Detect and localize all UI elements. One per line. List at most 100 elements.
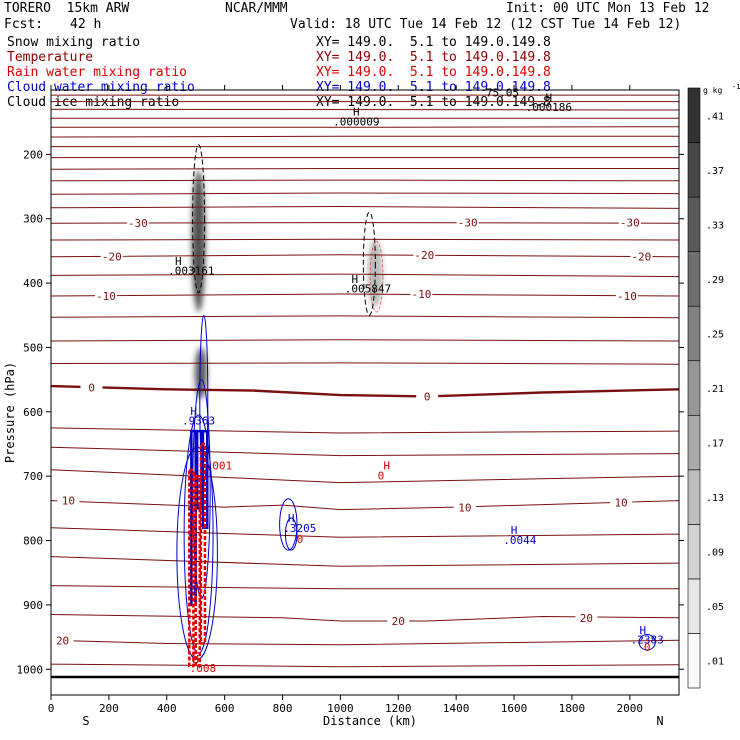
max-min-annotation: H bbox=[288, 512, 295, 525]
temperature-isotherm bbox=[51, 135, 679, 138]
temperature-isotherm bbox=[51, 427, 679, 434]
field-xy-rain: XY= 149.0. 5.1 to 149.0.149.8 bbox=[316, 65, 551, 80]
temperature-isotherm bbox=[51, 585, 679, 590]
x-tick-label: 600 bbox=[215, 702, 235, 715]
cloud-water-contour bbox=[284, 517, 298, 551]
colorbar-segment bbox=[687, 251, 701, 307]
y-tick-label: 700 bbox=[23, 470, 43, 483]
field-xy-cloud-ice: XY= 149.0. 5.1 to 149.0.149.8 bbox=[316, 95, 551, 110]
max-min-annotation: H bbox=[545, 92, 552, 105]
temperature-isotherm bbox=[51, 254, 679, 258]
cloud-water-layer bbox=[176, 314, 656, 661]
temperature-isotherm bbox=[51, 469, 679, 484]
y-tick-label: 500 bbox=[23, 341, 43, 354]
isotherm-label-bg bbox=[453, 501, 476, 514]
max-min-annotation: H bbox=[175, 255, 182, 268]
x-tick-label: 0 bbox=[48, 702, 55, 715]
isotherm-label-bg bbox=[618, 216, 641, 229]
temperature-isotherm bbox=[51, 179, 679, 182]
max-min-annotation: .000186 bbox=[526, 101, 572, 114]
field-name-cloud-water: Cloud water mixing ratio bbox=[7, 80, 195, 95]
temperature-isotherm bbox=[51, 362, 679, 365]
snow-contour bbox=[192, 144, 206, 294]
temperature-isotherm bbox=[51, 192, 679, 195]
field-name-snow: Snow mixing ratio bbox=[7, 35, 141, 50]
field-xy-cloud-water: XY= 149.0. 5.1 to 149.0.149.8 bbox=[316, 80, 551, 95]
isotherm-label: -10 bbox=[411, 288, 431, 301]
temperature-isotherm bbox=[51, 446, 679, 457]
field-name-rain: Rain water mixing ratio bbox=[7, 65, 188, 80]
x-tick-label: 800 bbox=[273, 702, 293, 715]
colorbar-tick-label: .37 bbox=[706, 166, 724, 177]
temperature-isotherm bbox=[51, 273, 679, 278]
rain-water-layer bbox=[188, 240, 384, 668]
y-axis-label: Pressure (hPa) bbox=[3, 362, 17, 463]
temperature-isotherm bbox=[51, 500, 679, 511]
max-min-annotation: 0 bbox=[378, 469, 385, 482]
max-min-annotation: .005847 bbox=[345, 283, 391, 296]
colorbar-segment bbox=[687, 414, 701, 471]
max-min-annotation: H bbox=[192, 653, 199, 666]
max-min-annotation: H bbox=[190, 405, 197, 418]
field-name-cloud-ice: Cloud ice mixing ratio bbox=[7, 95, 180, 110]
x-tick-label: 2000 bbox=[617, 702, 644, 715]
y-tick-label: 1000 bbox=[17, 663, 44, 676]
isotherm-label: 0 bbox=[88, 381, 95, 394]
temperature-isotherm bbox=[51, 126, 679, 128]
x-tick-label: 1800 bbox=[559, 702, 586, 715]
y-tick-label: 200 bbox=[23, 148, 43, 161]
isotherm-label-bg bbox=[387, 614, 410, 627]
isotherm-label-bg bbox=[80, 381, 103, 394]
x-tick-label: 1600 bbox=[501, 702, 528, 715]
temperature-isotherm bbox=[51, 384, 679, 398]
temperature-isotherm bbox=[51, 556, 679, 567]
isotherm-label: -10 bbox=[96, 290, 116, 303]
isotherm-label: -10 bbox=[617, 290, 637, 303]
isotherm-label-bg bbox=[610, 496, 633, 509]
max-min-annotation: .003161 bbox=[168, 265, 214, 278]
max-min-annotation: .0044 bbox=[503, 534, 536, 547]
y-tick-label: 600 bbox=[23, 406, 43, 419]
plot-frame bbox=[50, 89, 680, 696]
snow-shade-blob bbox=[194, 347, 208, 399]
temperature-isotherm bbox=[51, 639, 679, 646]
temperature-isotherm bbox=[51, 315, 679, 319]
org-title: NCAR/MMM bbox=[225, 1, 288, 16]
colorbar-tick-label: .29 bbox=[706, 275, 724, 286]
max-min-annotation: H bbox=[640, 624, 647, 637]
max-min-annotation: H bbox=[353, 106, 360, 119]
y-tick-label: 800 bbox=[23, 535, 43, 548]
temperature-isotherm bbox=[51, 293, 679, 297]
colorbar-segment bbox=[687, 524, 701, 580]
colorbar-segment bbox=[687, 142, 701, 198]
max-min-annotation: .2383 bbox=[631, 634, 664, 647]
isotherm-label-bg bbox=[94, 289, 117, 302]
colorbar-segment bbox=[687, 305, 701, 362]
isotherm-label: -20 bbox=[414, 249, 434, 262]
isotherm-label-bg bbox=[630, 250, 653, 263]
isotherm-label: 10 bbox=[62, 495, 75, 508]
max-min-annotation: H bbox=[511, 524, 518, 537]
max-min-annotation: .000009 bbox=[333, 115, 379, 128]
isotherm-label-bg bbox=[416, 390, 439, 403]
max-min-annotation: 1 bbox=[191, 583, 198, 596]
isotherm-label: 0 bbox=[424, 390, 431, 403]
rain-water-core bbox=[188, 468, 195, 668]
isotherm-label: -20 bbox=[631, 251, 651, 264]
temperature-isotherm bbox=[51, 238, 679, 241]
chart-header: TORERO 15km ARW NCAR/MMM Init: 00 UTC Mo… bbox=[0, 0, 740, 115]
forecast-label: Fcst: bbox=[4, 17, 44, 32]
colorbar-tick-label: .33 bbox=[706, 220, 724, 231]
colorbar: .01 .05 .09 .13 .17 .21 .25 .29 .33 .37 .41 g kg -1 bbox=[687, 83, 740, 689]
max-min-annotation: .008 bbox=[190, 662, 217, 675]
rain-water-core bbox=[199, 442, 207, 645]
max-min-annotation: 0 bbox=[297, 533, 304, 546]
x-tick-label: 1000 bbox=[327, 702, 354, 715]
colorbar-tick-label: .13 bbox=[706, 493, 724, 504]
north-end-label: N bbox=[656, 714, 663, 728]
colorbar-segment bbox=[687, 469, 701, 525]
field-name-temperature: Temperature bbox=[7, 50, 94, 65]
colorbar-unit-exponent: -1 bbox=[732, 83, 740, 91]
